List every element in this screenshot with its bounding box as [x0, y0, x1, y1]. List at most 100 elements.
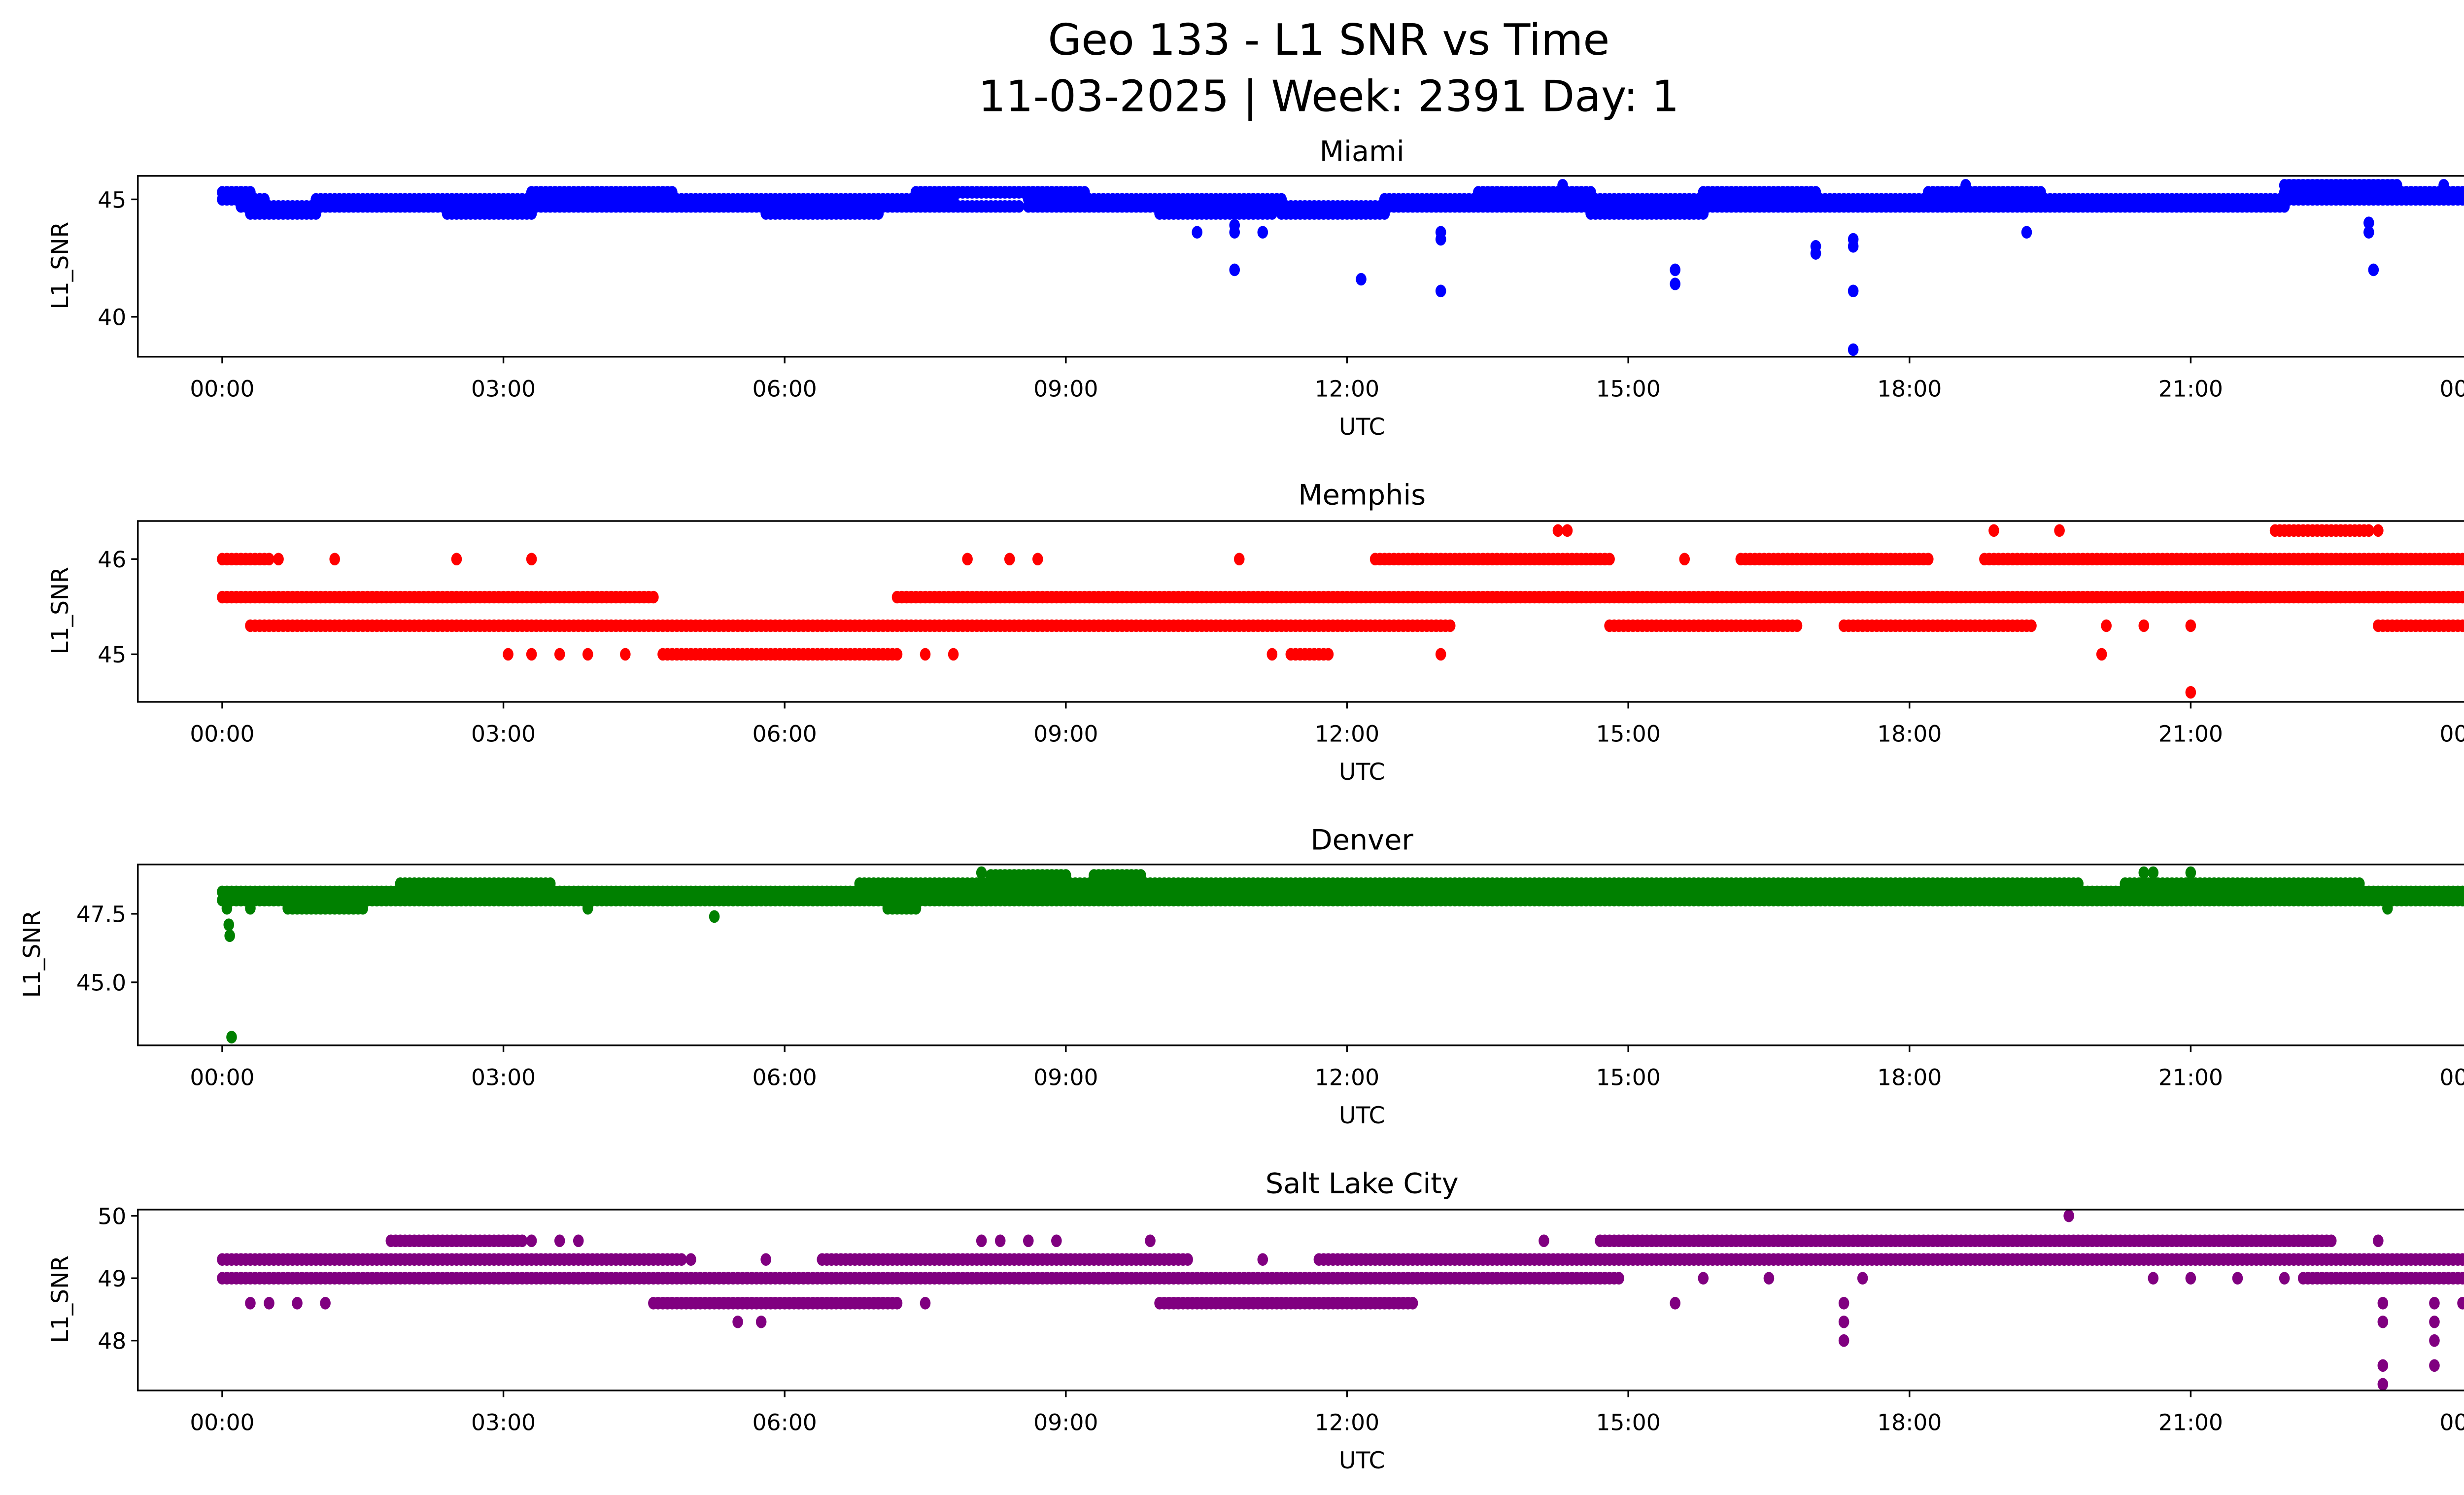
data-point-outlier	[526, 1234, 537, 1248]
x-tick-label: 00:00	[190, 1410, 254, 1436]
data-point-outlier	[582, 648, 593, 661]
x-tick-label: 09:00	[1033, 1410, 1098, 1436]
axes-frame	[137, 175, 2464, 358]
x-tick-label: 00:00	[190, 376, 254, 402]
data-point-outlier	[1848, 240, 1859, 253]
chart-title: Geo 133 - L1 SNR vs Time	[1048, 15, 1609, 65]
data-point-outlier	[1679, 553, 1690, 566]
x-tick-label: 00:00	[2439, 721, 2464, 747]
x-tick-label: 21:00	[2158, 1410, 2223, 1436]
data-point	[2363, 524, 2374, 537]
data-point	[648, 591, 659, 604]
data-point-outlier	[2185, 1272, 2196, 1285]
y-tick-label: 47.5	[76, 902, 126, 928]
data-point-outlier	[526, 648, 537, 661]
data-point-outlier	[2382, 902, 2393, 915]
data-point	[264, 553, 274, 566]
data-point-outlier	[1229, 263, 1240, 277]
data-point	[2457, 186, 2464, 199]
panel-denver: Denver 45.047.5 00:00 03:00 06:00 09:00 12:0…	[19, 824, 2464, 1129]
x-tick-label: 00:00	[190, 721, 254, 747]
data-point	[1182, 1253, 1193, 1266]
data-point	[357, 902, 369, 915]
data-point-outlier	[582, 902, 593, 915]
data-point-outlier	[1356, 273, 1367, 286]
x-tick-label: 03:00	[471, 376, 536, 402]
data-point	[891, 648, 903, 661]
y-axis-label: L1_SNR	[47, 567, 74, 655]
data-point-outlier	[2063, 1209, 2074, 1222]
data-point	[1810, 186, 1821, 199]
data-point-outlier	[1229, 219, 1240, 232]
data-point-outlier	[2377, 1297, 2389, 1310]
data-point-outlier	[503, 648, 513, 661]
x-tick-label: 03:00	[471, 1410, 536, 1436]
data-point-outlier	[2373, 1234, 2384, 1248]
data-point-outlier	[2429, 1315, 2440, 1328]
data-point-outlier	[2363, 226, 2374, 239]
x-tick-label: 18:00	[1877, 721, 1942, 747]
x-tick-label: 15:00	[1596, 376, 1661, 402]
data-point-outlier	[264, 1297, 274, 1310]
data-point-outlier	[948, 648, 959, 661]
x-tick-label: 21:00	[2158, 1065, 2223, 1091]
data-point	[2326, 1234, 2337, 1248]
data-point-outlier	[2054, 524, 2065, 537]
data-point	[2279, 200, 2290, 213]
data-point-outlier	[221, 902, 233, 915]
data-point-outlier	[1848, 343, 1859, 356]
data-point-outlier	[709, 910, 720, 923]
data-point-outlier	[1670, 278, 1681, 290]
data-point	[1444, 619, 1456, 632]
x-tick-label: 00:00	[2439, 376, 2464, 402]
data-point	[1698, 207, 1709, 220]
y-tick-label: 48	[98, 1328, 126, 1355]
denver-points	[217, 866, 2464, 1043]
data-point-outlier	[2138, 619, 2150, 632]
data-point-outlier	[2148, 866, 2159, 879]
data-point-outlier	[573, 1234, 584, 1248]
data-point-outlier	[1023, 1234, 1034, 1248]
panel-title: Miami	[1320, 135, 1404, 168]
data-point	[1013, 200, 1025, 213]
y-tick-label: 49	[98, 1266, 126, 1292]
x-tick-label: 15:00	[1596, 1065, 1661, 1091]
data-point-outlier	[554, 648, 565, 661]
x-ticks: 00:00 03:00 06:00 09:00 12:00 15:00 18:00 21:00…	[190, 356, 2464, 402]
data-point-outlier	[1670, 1297, 1681, 1310]
data-point-outlier	[2185, 866, 2196, 879]
data-point	[1266, 207, 1278, 220]
data-point-outlier	[2429, 1359, 2440, 1372]
data-point-outlier	[1670, 263, 1681, 277]
y-tick-label: 46	[98, 547, 126, 573]
miami-points	[217, 179, 2464, 356]
data-point-outlier	[2438, 179, 2449, 192]
data-point-outlier	[1435, 648, 1446, 661]
data-point	[1923, 553, 1934, 566]
data-point	[1613, 1272, 1624, 1285]
y-axis-label: L1_SNR	[19, 910, 46, 998]
data-point-outlier	[1435, 284, 1446, 298]
data-point	[676, 1253, 687, 1266]
x-tick-label: 15:00	[1596, 1410, 1661, 1436]
data-point-outlier	[2232, 1272, 2243, 1285]
data-point	[2462, 554, 2464, 564]
data-point-outlier	[1838, 1315, 1849, 1328]
data-point	[1061, 869, 1071, 882]
data-point-outlier	[1848, 284, 1859, 298]
data-point-outlier	[1960, 179, 1971, 192]
data-point	[1135, 869, 1146, 882]
x-tick-label: 18:00	[1877, 1065, 1942, 1091]
data-point-outlier	[1552, 524, 1564, 537]
data-point-outlier	[1988, 524, 1999, 537]
data-point-outlier	[1233, 553, 1245, 566]
data-point-outlier	[1810, 247, 1821, 260]
x-tick-label: 12:00	[1315, 376, 1379, 402]
panel-title: Denver	[1311, 824, 1414, 857]
data-point-outlier	[451, 553, 462, 566]
data-point-outlier	[962, 553, 973, 566]
data-point	[2457, 553, 2464, 566]
